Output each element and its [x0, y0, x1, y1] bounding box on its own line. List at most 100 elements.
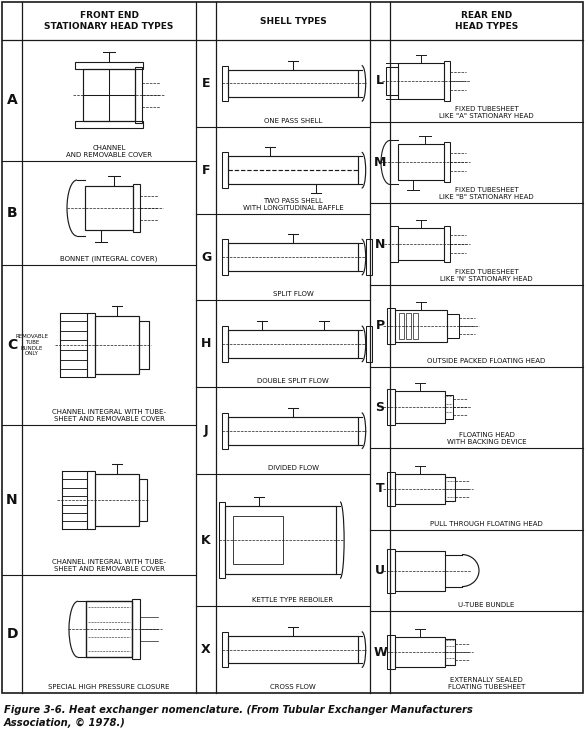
- Text: H: H: [201, 337, 211, 350]
- Bar: [95, 316, 139, 374]
- Text: REAR END
HEAD TYPES: REAR END HEAD TYPES: [455, 11, 518, 31]
- Bar: [87, 471, 95, 529]
- Text: G: G: [201, 251, 211, 264]
- Text: J: J: [204, 424, 208, 437]
- Text: CHANNEL INTEGRAL WITH TUBE-
SHEET AND REMOVABLE COVER: CHANNEL INTEGRAL WITH TUBE- SHEET AND RE…: [52, 559, 166, 572]
- Text: Figure 3-6. Heat exchanger nomenclature. (From Tubular Exchanger Manufacturers: Figure 3-6. Heat exchanger nomenclature.…: [4, 705, 473, 715]
- Text: T: T: [376, 483, 384, 495]
- Bar: [399, 312, 404, 339]
- Bar: [444, 142, 450, 182]
- Bar: [387, 308, 395, 343]
- Bar: [233, 516, 283, 564]
- Text: P: P: [376, 319, 384, 332]
- Bar: [222, 239, 228, 275]
- Bar: [228, 330, 357, 358]
- Bar: [398, 228, 444, 260]
- Text: TWO PASS SHELL
WITH LONGITUDINAL BAFFLE: TWO PASS SHELL WITH LONGITUDINAL BAFFLE: [243, 197, 343, 211]
- Bar: [387, 636, 395, 669]
- Text: FRONT END
STATIONARY HEAD TYPES: FRONT END STATIONARY HEAD TYPES: [44, 11, 174, 31]
- Bar: [222, 66, 228, 102]
- Text: CROSS FLOW: CROSS FLOW: [270, 684, 316, 690]
- Bar: [395, 309, 447, 342]
- Bar: [444, 61, 450, 101]
- Text: L: L: [376, 75, 384, 87]
- Text: K: K: [201, 534, 211, 547]
- Bar: [395, 392, 445, 423]
- Bar: [447, 314, 459, 337]
- Text: REMOVABLE
TUBE
BUNDLE
ONLY: REMOVABLE TUBE BUNDLE ONLY: [15, 334, 49, 356]
- Bar: [395, 637, 445, 667]
- Text: SHELL TYPES: SHELL TYPES: [260, 17, 326, 26]
- Bar: [228, 69, 357, 97]
- Text: DOUBLE SPLIT FLOW: DOUBLE SPLIT FLOW: [257, 378, 329, 384]
- Bar: [228, 243, 357, 271]
- Bar: [87, 313, 95, 377]
- Bar: [444, 226, 450, 262]
- Bar: [222, 326, 228, 361]
- Bar: [139, 322, 149, 369]
- Text: N: N: [375, 237, 385, 251]
- Text: B: B: [6, 206, 18, 220]
- Text: CHANNEL INTEGRAL WITH TUBE-
SHEET AND REMOVABLE COVER: CHANNEL INTEGRAL WITH TUBE- SHEET AND RE…: [52, 410, 166, 422]
- Bar: [366, 239, 371, 275]
- Text: PULL THROUGH FLOATING HEAD: PULL THROUGH FLOATING HEAD: [430, 521, 543, 527]
- Text: SPLIT FLOW: SPLIT FLOW: [273, 291, 314, 297]
- Text: S: S: [376, 401, 384, 414]
- Bar: [228, 417, 357, 444]
- Bar: [445, 395, 453, 419]
- Bar: [366, 326, 371, 361]
- Bar: [222, 152, 228, 188]
- Bar: [83, 69, 135, 121]
- Text: E: E: [202, 77, 210, 90]
- Bar: [222, 413, 228, 449]
- Text: A: A: [6, 93, 18, 108]
- Text: KETTLE TYPE REBOILER: KETTLE TYPE REBOILER: [253, 597, 333, 603]
- Bar: [139, 480, 147, 521]
- Bar: [398, 145, 444, 181]
- Bar: [387, 549, 395, 593]
- Text: FIXED TUBESHEET
LIKE "A" STATIONARY HEAD: FIXED TUBESHEET LIKE "A" STATIONARY HEAD: [439, 105, 534, 119]
- Text: Association, © 1978.): Association, © 1978.): [4, 718, 126, 728]
- Bar: [85, 186, 133, 230]
- Bar: [398, 62, 444, 99]
- Text: CHANNEL
AND REMOVABLE COVER: CHANNEL AND REMOVABLE COVER: [66, 145, 152, 158]
- Bar: [225, 506, 336, 575]
- Bar: [219, 501, 225, 578]
- Text: D: D: [6, 627, 18, 642]
- Text: DIVIDED FLOW: DIVIDED FLOW: [267, 465, 318, 471]
- Text: U: U: [375, 564, 385, 577]
- Bar: [228, 157, 357, 184]
- Text: BONNET (INTEGRAL COVER): BONNET (INTEGRAL COVER): [60, 256, 158, 262]
- Text: FIXED TUBESHEET
LIKE 'N' STATIONARY HEAD: FIXED TUBESHEET LIKE 'N' STATIONARY HEAD: [440, 269, 533, 282]
- Text: X: X: [201, 643, 211, 656]
- Bar: [133, 184, 140, 232]
- Bar: [387, 472, 395, 506]
- Bar: [86, 601, 132, 657]
- Text: SPECIAL HIGH PRESSURE CLOSURE: SPECIAL HIGH PRESSURE CLOSURE: [48, 684, 170, 690]
- Bar: [135, 68, 142, 123]
- Text: ONE PASS SHELL: ONE PASS SHELL: [264, 117, 322, 123]
- Bar: [413, 312, 418, 339]
- Bar: [445, 477, 455, 501]
- Text: U-TUBE BUNDLE: U-TUBE BUNDLE: [458, 602, 515, 608]
- Bar: [390, 226, 398, 262]
- Bar: [75, 121, 143, 129]
- Text: EXTERNALLY SEALED
FLOATING TUBESHEET: EXTERNALLY SEALED FLOATING TUBESHEET: [448, 677, 525, 690]
- Bar: [75, 62, 143, 69]
- Bar: [406, 312, 411, 339]
- Bar: [395, 550, 445, 590]
- Bar: [222, 632, 228, 667]
- Text: M: M: [374, 156, 386, 169]
- Text: N: N: [6, 493, 18, 508]
- Text: OUTSIDE PACKED FLOATING HEAD: OUTSIDE PACKED FLOATING HEAD: [428, 358, 546, 364]
- Bar: [386, 67, 398, 95]
- Bar: [445, 639, 455, 665]
- Text: C: C: [7, 338, 17, 352]
- Bar: [95, 474, 139, 526]
- Bar: [387, 389, 395, 425]
- Text: FIXED TUBESHEET
LIKE "B" STATIONARY HEAD: FIXED TUBESHEET LIKE "B" STATIONARY HEAD: [439, 187, 534, 200]
- Text: W: W: [373, 645, 387, 659]
- Bar: [395, 474, 445, 504]
- Text: FLOATING HEAD
WITH BACKING DEVICE: FLOATING HEAD WITH BACKING DEVICE: [447, 432, 526, 445]
- Bar: [228, 636, 357, 663]
